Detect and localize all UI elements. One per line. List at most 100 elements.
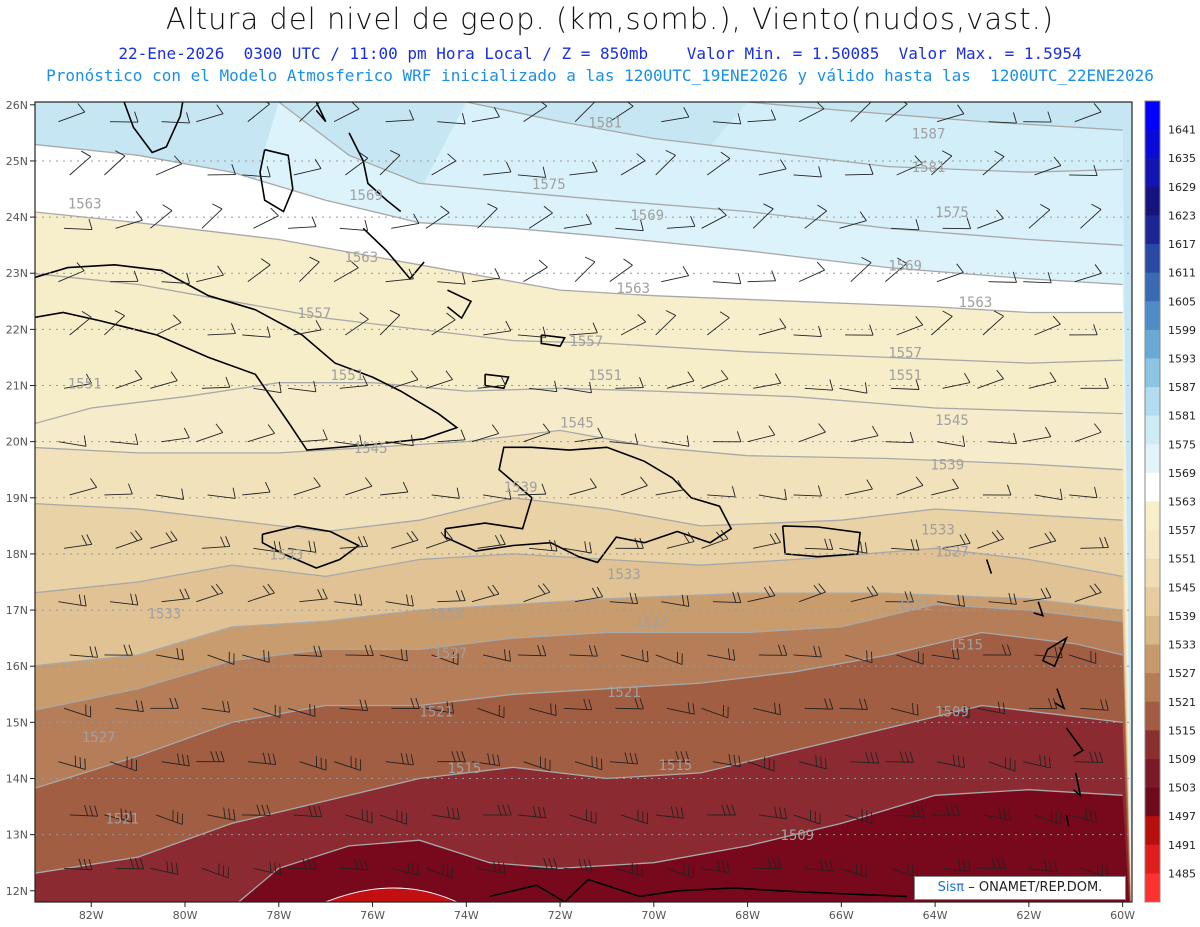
wind-barb [150, 371, 178, 389]
wind-barb [196, 583, 224, 603]
wind-barb [379, 149, 401, 176]
color-bar-swatch [1145, 272, 1160, 302]
color-bar-label: 1563 [1168, 496, 1196, 509]
wind-barb [63, 704, 92, 718]
wind-barb [1080, 377, 1109, 389]
wind-barb [712, 753, 741, 767]
wind-barb [385, 594, 414, 607]
wind-barb [850, 426, 879, 443]
wind-barb [609, 433, 639, 445]
wind-barb [655, 310, 677, 336]
wind-barb [569, 478, 597, 496]
wind-barb [431, 312, 456, 336]
color-bar-label: 1569 [1168, 467, 1196, 480]
wind-barb [293, 477, 321, 496]
wind-barb [942, 533, 971, 549]
wind-barb [666, 216, 696, 229]
contour-label: 1569 [888, 258, 922, 274]
lat-tick-label: 20N [6, 436, 28, 449]
wind-barb [988, 756, 1016, 772]
wind-barb [1034, 156, 1062, 176]
color-bar-swatch [1145, 387, 1160, 417]
color-bar-swatch [1145, 644, 1160, 674]
wind-barb [701, 207, 727, 229]
wind-barb [758, 318, 787, 336]
wind-barb [804, 379, 834, 391]
color-bar-label: 1629 [1168, 181, 1196, 194]
wind-barb [242, 166, 271, 178]
wind-barb [569, 645, 598, 657]
wind-barb [207, 323, 236, 336]
wind-barb [1034, 488, 1063, 501]
lon-tick-label: 74W [454, 909, 479, 922]
wind-barb [931, 478, 959, 496]
wind-barb [58, 755, 86, 770]
lon-tick-label: 82W [79, 909, 104, 922]
wind-barb [798, 423, 826, 443]
wind-barb [155, 810, 183, 825]
wind-barb [345, 151, 369, 176]
wind-barb [242, 481, 271, 496]
wind-barb [936, 104, 965, 123]
color-bar-swatch [1145, 501, 1160, 531]
wind-barb [885, 257, 907, 282]
wind-barb [155, 488, 185, 500]
contour-label: 1533 [607, 567, 641, 583]
contour-label: 1551 [588, 368, 622, 384]
wind-barb [299, 756, 327, 771]
map-axes: 26N 25N 24N 23N 22N 21N 20N 19N 18N 17N 16N 15N 14N 1… [6, 99, 1135, 922]
model-info-line: Pronóstico con el Modelo Atmosferico WRF… [46, 66, 1154, 85]
wind-barb [155, 155, 182, 176]
color-bar-swatch [1145, 358, 1160, 388]
wind-barb [64, 534, 93, 549]
wind-barb [517, 326, 547, 338]
wind-barb [977, 701, 1006, 715]
color-bar-swatch [1145, 673, 1160, 703]
wind-barb [115, 858, 145, 870]
wind-barb [299, 429, 328, 443]
wind-barb [196, 751, 225, 763]
contour-label: 1557 [298, 306, 332, 322]
contour-label: 1521 [419, 705, 453, 721]
wind-barb [896, 476, 924, 496]
contour-label: 1533 [921, 522, 955, 538]
wind-barb [753, 857, 782, 869]
wind-barb [345, 644, 374, 657]
wind-barb [1028, 697, 1058, 710]
map-title: Altura del nivel de geop. (km,somb.), Vi… [165, 2, 1055, 36]
wind-barb [839, 211, 867, 229]
wind-barb [574, 427, 604, 443]
color-bar-swatch [1145, 472, 1160, 502]
wind-barb [161, 427, 190, 443]
color-bar-label: 1509 [1168, 753, 1196, 766]
wind-barb [666, 532, 695, 549]
color-bar-swatch [1145, 816, 1160, 846]
wind-barb [1023, 272, 1052, 284]
wind-barb [517, 483, 547, 496]
wind-barb [201, 376, 231, 389]
lon-tick-label: 68W [735, 909, 760, 922]
wind-barb [942, 218, 972, 230]
wind-barb [620, 313, 647, 336]
wind-barb [109, 433, 139, 445]
wind-barb [758, 644, 788, 656]
contour-label: 1533 [269, 548, 303, 564]
contour-label: 1569 [630, 208, 664, 224]
color-bar-swatch [1145, 244, 1160, 274]
credit-org: – ONAMET/REP.DOM. [968, 880, 1103, 895]
color-bar-swatch [1145, 730, 1160, 760]
wind-barb [758, 159, 787, 176]
lat-tick-label: 13N [6, 829, 28, 842]
wind-barb [155, 314, 182, 336]
wind-barb [201, 863, 229, 879]
wind-barb [942, 705, 970, 719]
wind-barb [207, 487, 236, 499]
wind-barb [931, 647, 960, 660]
wind-barb [615, 219, 644, 232]
contour-label: 1533 [429, 606, 463, 622]
wind-barb [437, 751, 466, 763]
wind-barb [523, 756, 551, 772]
wind-barb [425, 530, 453, 549]
wind-barb [891, 378, 920, 390]
wind-barb [64, 218, 93, 231]
